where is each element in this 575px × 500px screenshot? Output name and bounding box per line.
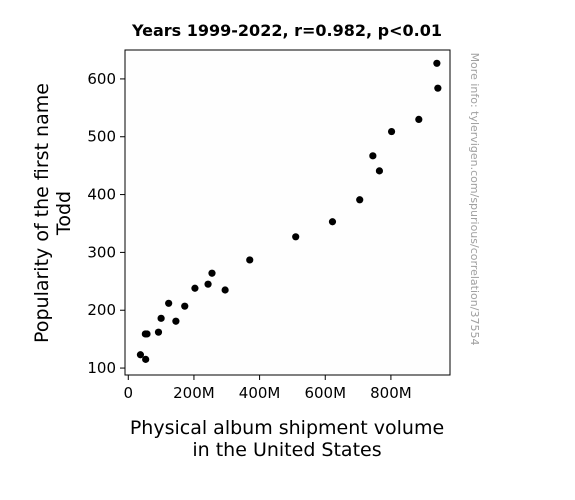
- x-axis-label-line-1: Physical album shipment volume: [130, 417, 444, 439]
- data-point: [208, 269, 216, 277]
- y-tick-label: 400: [87, 186, 116, 204]
- data-point: [172, 317, 180, 325]
- data-point: [142, 355, 150, 363]
- y-axis-label-line-2: Todd: [53, 191, 75, 236]
- y-tick-label: 300: [87, 243, 116, 261]
- data-point: [204, 280, 212, 288]
- chart-title: Years 1999-2022, r=0.982, p<0.01: [131, 21, 442, 40]
- data-point: [434, 84, 442, 92]
- x-tick-label: 600M: [304, 384, 346, 402]
- data-point: [157, 314, 165, 322]
- y-axis-label: Popularity of the first name Todd: [31, 83, 75, 343]
- x-axis: 0 200M 400M 600M 800M: [124, 375, 412, 402]
- data-point: [154, 328, 163, 336]
- data-point: [328, 218, 337, 226]
- x-tick-label: 200M: [173, 384, 215, 402]
- data-point: [433, 59, 441, 67]
- x-tick-label: 400M: [239, 384, 281, 402]
- data-point: [246, 256, 254, 264]
- y-tick-label: 600: [87, 70, 116, 88]
- data-point: [415, 115, 423, 123]
- y-axis: 100 200 300 400 500 600: [87, 70, 125, 377]
- y-tick-label: 200: [87, 301, 116, 319]
- plot-area: [124, 49, 451, 376]
- y-tick-label: 500: [87, 128, 116, 146]
- data-point: [292, 233, 300, 241]
- data-point: [356, 196, 364, 204]
- x-tick-label: 800M: [370, 384, 412, 402]
- data-point: [191, 284, 199, 292]
- data-point: [136, 351, 145, 359]
- data-point: [369, 152, 377, 160]
- data-point: [387, 127, 396, 136]
- data-points: [136, 59, 442, 363]
- y-tick-label: 100: [87, 359, 116, 377]
- data-point: [143, 330, 151, 338]
- data-point: [165, 299, 173, 307]
- y-axis-label-line-1: Popularity of the first name: [31, 83, 53, 343]
- x-tick-label: 0: [124, 384, 134, 402]
- data-point: [375, 167, 384, 175]
- watermark-text: More info: tylervigen.com/spurious/corre…: [468, 53, 481, 346]
- x-axis-label-line-2: in the United States: [192, 439, 381, 461]
- data-point: [181, 302, 189, 310]
- data-point: [221, 286, 229, 294]
